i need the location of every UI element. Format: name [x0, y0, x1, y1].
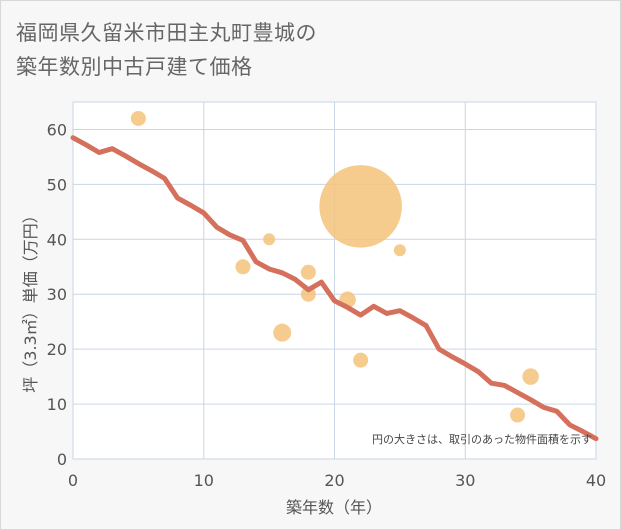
y-tick-label: 30: [47, 285, 67, 304]
y-tick-label: 10: [47, 395, 67, 414]
y-axis-ticks: 0 10 20 30 40 50 60: [47, 120, 67, 469]
scatter-point: [319, 165, 402, 248]
scatter-point: [300, 264, 316, 280]
scatter-point: [263, 233, 276, 246]
scatter-point: [235, 259, 251, 275]
y-tick-label: 60: [47, 120, 67, 139]
y-axis-label: 坪（3.3㎡）単価（万円）: [21, 207, 40, 392]
x-tick-label: 20: [324, 471, 344, 490]
scatter-point: [510, 407, 526, 423]
y-tick-label: 20: [47, 340, 67, 359]
chart-title-line1: 福岡県久留米市田主丸町豊城の: [16, 21, 317, 45]
y-tick-label: 50: [47, 175, 67, 194]
scatter-point: [353, 352, 369, 368]
x-axis-label: 築年数（年）: [286, 498, 382, 517]
x-tick-label: 30: [455, 471, 475, 490]
trend-line: [70, 135, 599, 442]
x-tick-label: 10: [194, 471, 214, 490]
scatter-point: [273, 323, 292, 342]
size-note: 円の大きさは、取引のあった物件面積を示す: [372, 432, 592, 446]
x-tick-label: 40: [586, 471, 606, 490]
plot-border: [72, 101, 597, 460]
x-axis-ticks: 0 10 20 30 40: [68, 471, 606, 490]
chart-title-line2: 築年数別中古戸建て価格: [16, 55, 253, 79]
y-tick-label: 40: [47, 230, 67, 249]
grid-lines: [72, 101, 597, 460]
x-tick-label: 0: [68, 471, 78, 490]
chart-title: 福岡県久留米市田主丸町豊城の 築年数別中古戸建て価格: [16, 16, 317, 84]
scatter-point: [522, 368, 539, 385]
scatter-point: [130, 110, 146, 126]
scatter-point: [393, 244, 406, 257]
y-tick-label: 0: [57, 450, 67, 469]
